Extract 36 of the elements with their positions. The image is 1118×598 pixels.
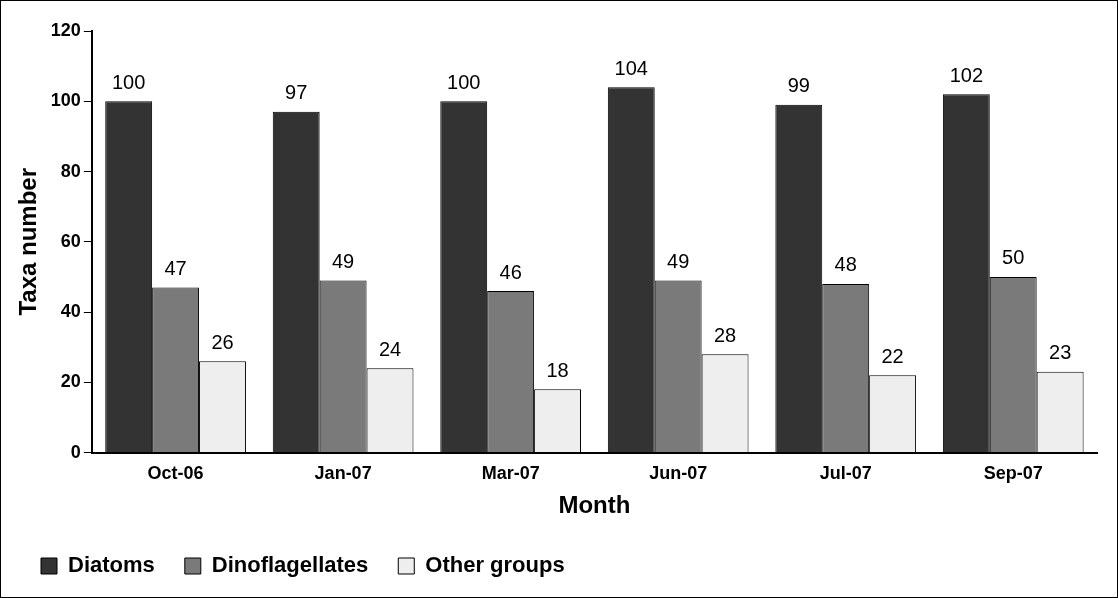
legend-label: Diatoms (68, 552, 155, 578)
data-label: 104 (614, 56, 648, 79)
x-tick-label: Mar-07 (481, 463, 540, 484)
data-label: 49 (667, 249, 690, 272)
data-label: 24 (378, 337, 402, 360)
y-axis-title: Taxa number (14, 168, 42, 316)
data-label: 50 (1002, 246, 1025, 269)
legend-label: Dinoflagellates (211, 552, 369, 578)
data-label: 100 (112, 70, 146, 93)
y-tick-label: 20 (60, 371, 81, 392)
x-tick-label: Jul-07 (819, 463, 872, 484)
y-tick-label: 100 (50, 90, 81, 111)
data-label: 23 (1049, 341, 1072, 364)
y-tick-label: 120 (50, 19, 81, 40)
data-label: 18 (546, 358, 569, 381)
data-label: 22 (881, 344, 904, 367)
x-tick-label: Jun-07 (649, 463, 708, 484)
x-tick-label: Sep-07 (983, 463, 1043, 484)
y-tick-label: 80 (60, 160, 81, 181)
data-label: 102 (949, 63, 984, 86)
data-label: 97 (285, 81, 308, 104)
x-tick-label: Jan-07 (314, 463, 372, 484)
data-label: 48 (834, 253, 857, 276)
data-label: 99 (787, 74, 810, 97)
x-axis-title: Month (558, 491, 631, 519)
y-tick-label: 40 (60, 301, 81, 322)
data-label: 100 (447, 70, 481, 93)
data-label: 26 (211, 330, 234, 353)
y-tick-label: 60 (60, 230, 81, 251)
data-label: 28 (713, 323, 737, 346)
data-label: 49 (332, 249, 355, 272)
data-label: 46 (499, 260, 522, 283)
y-tick-label: 0 (70, 441, 81, 462)
legend-label: Other groups (425, 552, 565, 578)
x-tick-label: Oct-06 (147, 463, 204, 484)
data-label: 47 (164, 256, 187, 279)
